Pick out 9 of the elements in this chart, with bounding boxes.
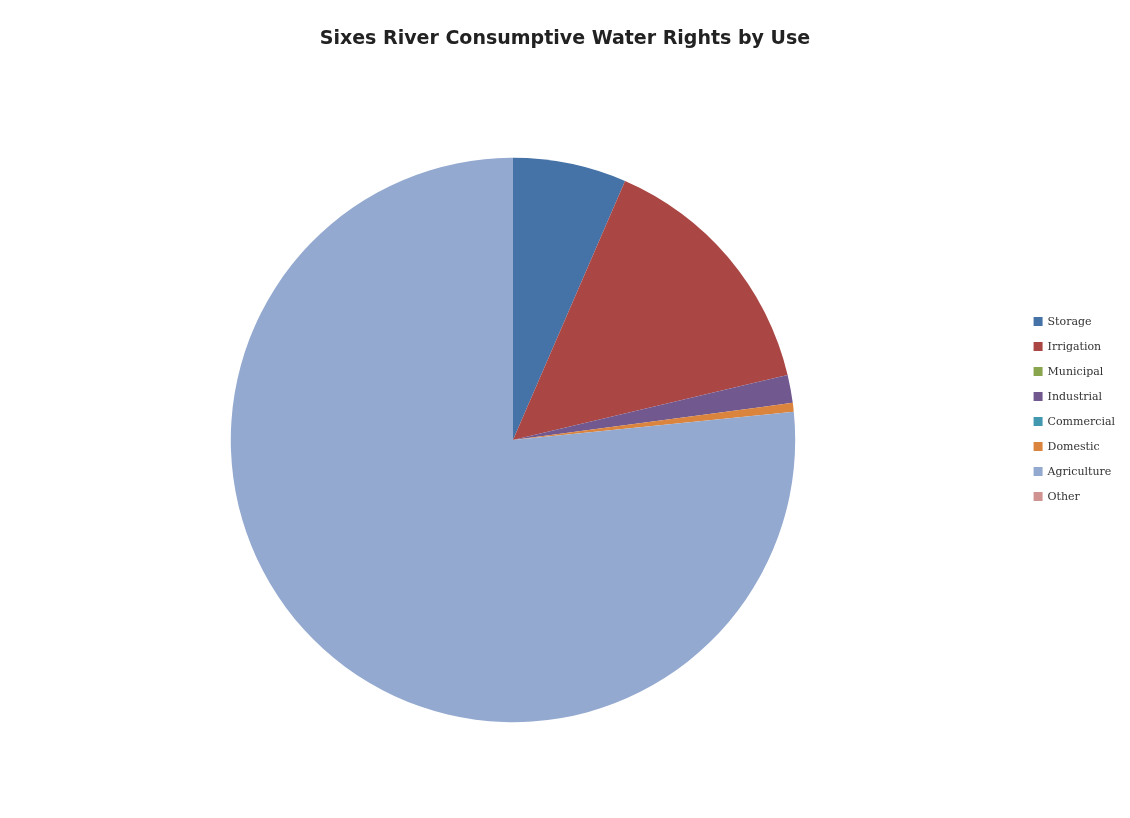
legend-label: Industrial — [1047, 390, 1103, 403]
legend-label: Commercial — [1047, 415, 1116, 428]
legend-label: Agriculture — [1046, 465, 1112, 478]
legend-label: Domestic — [1047, 440, 1100, 453]
legend-label: Irrigation — [1047, 340, 1102, 353]
legend-label: Other — [1047, 490, 1081, 503]
legend-label: Storage — [1047, 315, 1092, 328]
legend-label: Municipal — [1047, 365, 1104, 378]
chart-title: Sixes River Consumptive Water Rights by Use — [319, 25, 811, 48]
